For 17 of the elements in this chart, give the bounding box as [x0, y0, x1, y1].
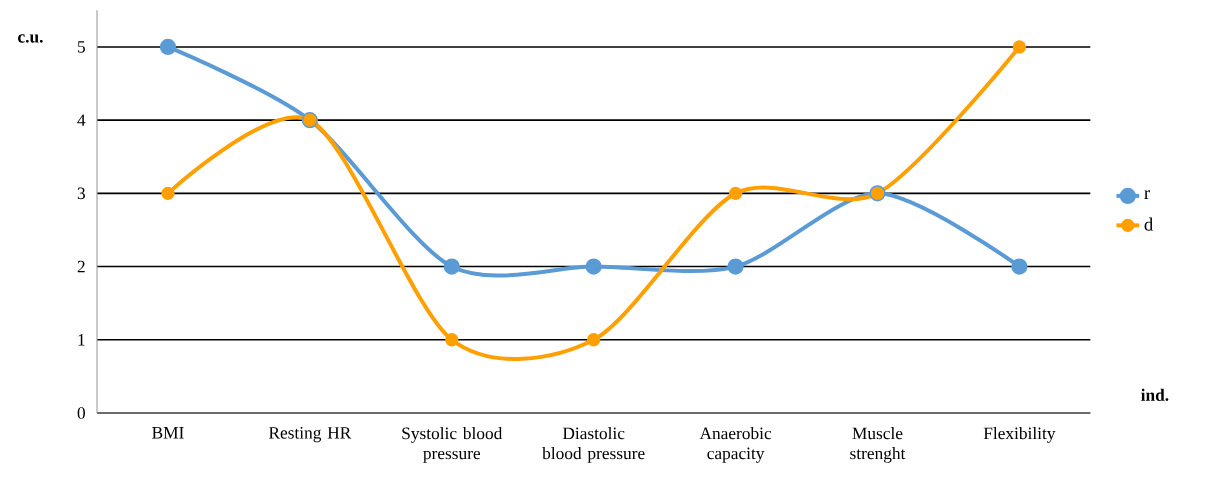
y-tick-label: 4: [77, 114, 86, 126]
x-tick-label: Systolic blood pressure: [402, 427, 503, 463]
legend-label: d: [1144, 217, 1154, 231]
y-tick-label: 0: [77, 407, 85, 419]
y-axis-title: c.u.: [18, 34, 43, 43]
y-tick-label: 5: [77, 41, 85, 53]
x-tick-label: Flexibility: [983, 427, 1056, 443]
y-tick-label: 2: [77, 260, 85, 273]
x-tick-label: BMI: [152, 427, 184, 439]
x-tick-label: Diastolic blood pressure: [542, 427, 645, 463]
x-axis-title: ind.: [1141, 388, 1169, 402]
y-tick-label: 1: [78, 334, 85, 346]
x-tick-label: Muscle strenght: [850, 427, 906, 463]
x-tick-label: Resting HR: [268, 427, 352, 443]
x-tick-label: Anaerobic capacity: [699, 427, 772, 463]
legend-label: r: [1144, 190, 1150, 199]
y-tick-label: 3: [77, 187, 85, 200]
